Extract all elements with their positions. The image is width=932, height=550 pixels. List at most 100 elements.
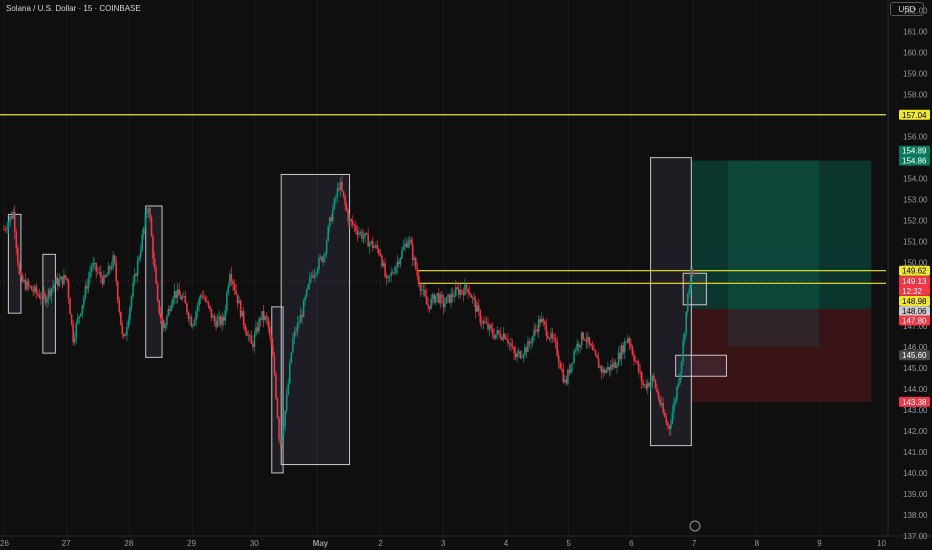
candle-body bbox=[332, 208, 334, 222]
candle-body bbox=[133, 273, 136, 283]
candle-body bbox=[305, 289, 308, 297]
candle-body bbox=[106, 274, 108, 277]
candle-body bbox=[568, 369, 571, 373]
candle-body bbox=[451, 293, 454, 297]
candle-body bbox=[659, 399, 661, 405]
candle-body bbox=[241, 311, 243, 317]
candle-body bbox=[199, 295, 202, 299]
candle-body bbox=[670, 423, 672, 429]
candle-body bbox=[580, 332, 583, 346]
candle-body bbox=[7, 221, 10, 229]
x-tick-label: 9 bbox=[817, 539, 822, 548]
candle-body bbox=[26, 281, 28, 290]
replay-icon bbox=[689, 520, 701, 532]
candle-body bbox=[324, 253, 326, 256]
x-tick-label: May bbox=[313, 539, 329, 548]
candle-body bbox=[365, 233, 368, 235]
candle-body bbox=[525, 347, 528, 353]
y-tick-label: 154.00 bbox=[903, 175, 928, 184]
candle-body bbox=[668, 425, 671, 429]
candle-body bbox=[170, 304, 173, 311]
candle-body bbox=[481, 322, 483, 324]
candle-body bbox=[665, 416, 668, 423]
candle-body bbox=[657, 392, 660, 400]
candle-body bbox=[73, 337, 76, 343]
candle-body bbox=[184, 296, 187, 304]
price-label: 157.04 bbox=[902, 111, 927, 120]
candle-body bbox=[325, 240, 328, 254]
candle-body bbox=[596, 355, 598, 359]
candle-body bbox=[556, 341, 558, 356]
candle-body bbox=[196, 305, 199, 312]
currency-button[interactable]: USD bbox=[890, 2, 924, 16]
y-tick-label: 161.00 bbox=[903, 28, 928, 37]
candle-body bbox=[167, 309, 170, 316]
candle-body bbox=[292, 337, 294, 353]
candle-body bbox=[210, 308, 213, 318]
candle-body bbox=[533, 329, 535, 337]
y-tick-label: 156.00 bbox=[903, 133, 928, 142]
y-tick-label: 147.00 bbox=[903, 322, 928, 331]
candle-body bbox=[588, 336, 591, 344]
candle-body bbox=[602, 369, 605, 373]
candle-body bbox=[298, 322, 300, 324]
candle-body bbox=[238, 300, 240, 304]
candle-body bbox=[433, 294, 436, 303]
candle-body bbox=[213, 316, 216, 322]
candle-body bbox=[504, 333, 506, 339]
candle-body bbox=[610, 364, 612, 371]
candle-body bbox=[233, 284, 236, 291]
candle-body bbox=[126, 327, 128, 335]
candle-body bbox=[162, 320, 165, 328]
candle-body bbox=[146, 211, 148, 214]
candle-body bbox=[628, 338, 631, 344]
candle-body bbox=[513, 347, 515, 354]
candle-body bbox=[353, 224, 356, 226]
candle-body bbox=[338, 188, 340, 190]
candle-body bbox=[567, 369, 569, 384]
candle-body bbox=[508, 343, 511, 345]
candle-body bbox=[78, 316, 81, 318]
candle-body bbox=[680, 361, 683, 374]
candle-body bbox=[691, 268, 694, 276]
candle-body bbox=[101, 277, 104, 285]
y-tick-label: 138.00 bbox=[903, 511, 928, 520]
position-neutral-band bbox=[727, 308, 820, 347]
candle-body bbox=[336, 188, 339, 198]
candle-body bbox=[573, 351, 575, 363]
candle-body bbox=[562, 369, 565, 383]
candle-body bbox=[161, 317, 164, 321]
candle-body bbox=[21, 274, 24, 282]
candle-body bbox=[493, 335, 495, 339]
candle-body bbox=[295, 331, 297, 333]
candle-body bbox=[339, 181, 342, 190]
candle-body bbox=[342, 190, 345, 197]
price-label-bg bbox=[899, 265, 930, 276]
candle-body bbox=[192, 324, 194, 327]
candle-body bbox=[92, 263, 94, 267]
x-tick-label: 8 bbox=[755, 539, 760, 548]
candle-body bbox=[496, 330, 499, 335]
candle-body bbox=[18, 263, 21, 275]
candle-body bbox=[261, 311, 263, 320]
x-tick-label: 7 bbox=[692, 539, 697, 548]
candle-body bbox=[144, 213, 147, 228]
candle-body bbox=[625, 341, 628, 343]
candle-body bbox=[688, 289, 691, 294]
candle-body bbox=[118, 299, 121, 312]
zone-box bbox=[650, 157, 692, 447]
candle-body bbox=[227, 285, 230, 293]
candle-body bbox=[113, 255, 116, 263]
candle-body bbox=[425, 296, 428, 305]
candle-body bbox=[70, 314, 73, 324]
candle-body bbox=[462, 291, 465, 296]
candle-body bbox=[30, 286, 33, 291]
candle-body bbox=[344, 196, 346, 205]
x-tick-label: 30 bbox=[250, 539, 259, 548]
candle-body bbox=[282, 426, 285, 437]
candle-body bbox=[690, 268, 692, 290]
candle-body bbox=[182, 296, 185, 297]
candle-body bbox=[103, 275, 105, 285]
candle-body bbox=[139, 250, 142, 258]
